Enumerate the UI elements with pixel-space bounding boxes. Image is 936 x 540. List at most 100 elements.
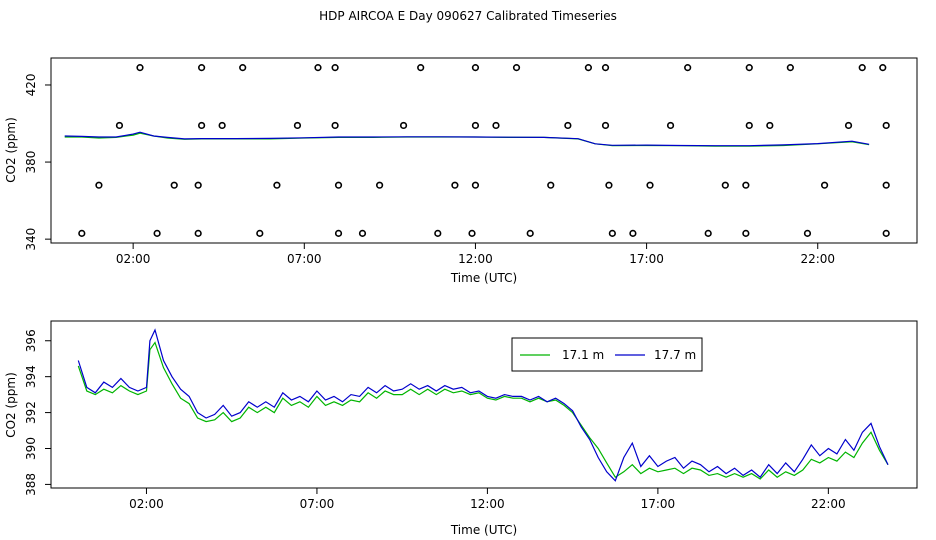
calibration-point [471,64,480,72]
x-tick-label: 22:00 [800,252,835,266]
x-tick-label: 22:00 [811,497,846,511]
calibration-point [471,181,480,189]
calibration-point [78,229,86,237]
panel-bottom-x-axis: 02:00 07:00 12:00 17:00 22:00 [129,487,846,511]
calibration-point [293,121,302,130]
x-tick-label: 17:00 [629,252,664,266]
calibration-point [745,64,753,72]
calibration-point [170,181,178,189]
calibration-point [786,64,794,72]
calibration-point [684,64,692,72]
series-line-1 [77,341,889,480]
calibration-point [468,229,476,237]
figure-title: HDP AIRCOA E Day 090627 Calibrated Times… [319,9,617,23]
calibration-point [601,121,610,130]
calibration-point [766,121,774,130]
x-tick-label: 17:00 [641,497,676,511]
calibration-point [601,64,610,72]
panel-top-frame [50,57,918,244]
panel-top-calibration-points [78,64,890,237]
calibration-point [239,64,247,72]
calibration-point [434,229,442,237]
calibration-point [399,121,408,130]
panel-bottom-x-label: Time (UTC) [450,523,517,537]
calibration-point [334,181,343,189]
y-tick-label: 380 [24,151,38,174]
calibration-point [564,121,572,130]
x-tick-label: 12:00 [458,252,493,266]
calibration-point [417,64,425,72]
calibration-point [742,181,750,189]
calibration-point [820,181,829,189]
calibration-point [153,229,161,237]
legend-label-series-2: 17.7 m [654,348,696,362]
calibration-point [198,121,206,130]
legend-label-series-1: 17.1 m [562,348,604,362]
panel-top-series [64,131,870,147]
panel-bottom: 02:00 07:00 12:00 17:00 22:00 388 390 392 394 39… [4,320,918,537]
y-tick-label: 388 [24,473,38,496]
calibration-point [882,121,890,130]
x-tick-label: 12:00 [470,497,505,511]
calibration-point [136,64,144,72]
calibration-point [879,64,887,72]
calibration-point [803,229,812,237]
panel-bottom-series [77,328,889,482]
calibration-point [334,229,343,237]
calibration-point [273,181,281,189]
calibration-point [512,64,521,72]
y-tick-label: 390 [24,437,38,460]
calibration-point [745,121,753,130]
calibration-point [451,181,459,189]
calibration-point [742,229,750,237]
panel-bottom-frame [50,320,918,489]
calibration-point [721,181,729,189]
y-tick-label: 420 [24,74,38,97]
x-tick-label: 02:00 [116,252,151,266]
calibration-point [115,121,124,130]
calibration-point [314,64,322,72]
calibration-point [492,121,500,130]
calibration-point [198,64,206,72]
calibration-point [547,181,555,189]
panel-top: 02:00 07:00 12:00 17:00 22:00 340 380 420 Time… [4,57,918,285]
calibration-point [704,229,712,237]
calibration-point [605,181,613,189]
calibration-point [471,121,480,130]
calibration-point [95,181,103,189]
y-tick-label: 396 [24,329,38,352]
panel-top-x-label: Time (UTC) [450,271,517,285]
calibration-point [882,181,890,189]
x-tick-label: 07:00 [287,252,322,266]
calibration-point [858,64,866,72]
panel-top-x-axis: 02:00 07:00 12:00 17:00 22:00 [116,242,835,266]
panel-top-y-label: CO2 (ppm) [4,117,18,183]
calibration-point [194,181,202,189]
y-tick-label: 340 [24,228,38,251]
panel-top-series-line-1 [64,132,870,147]
calibration-point [526,229,534,237]
calibration-point [358,229,367,237]
calibration-point [666,121,675,130]
series-line-2 [77,328,889,482]
calibration-point [194,229,202,237]
x-tick-label: 07:00 [300,497,335,511]
calibration-point [256,229,264,237]
panel-bottom-y-axis: 388 390 392 394 396 [24,329,52,496]
panel-top-y-axis: 340 380 420 [24,74,52,251]
calibration-point [376,181,384,189]
y-tick-label: 394 [24,365,38,388]
x-tick-label: 02:00 [129,497,164,511]
calibration-point [844,121,853,130]
y-tick-label: 392 [24,401,38,424]
calibration-point [584,64,592,72]
calibration-point [882,229,890,237]
calibration-point [218,121,226,130]
calibration-point [646,181,654,189]
panel-bottom-y-label: CO2 (ppm) [4,372,18,438]
panel-top-series-line-2 [64,131,870,147]
calibration-point [608,229,616,237]
calibration-point [629,229,637,237]
calibration-point [331,64,339,72]
